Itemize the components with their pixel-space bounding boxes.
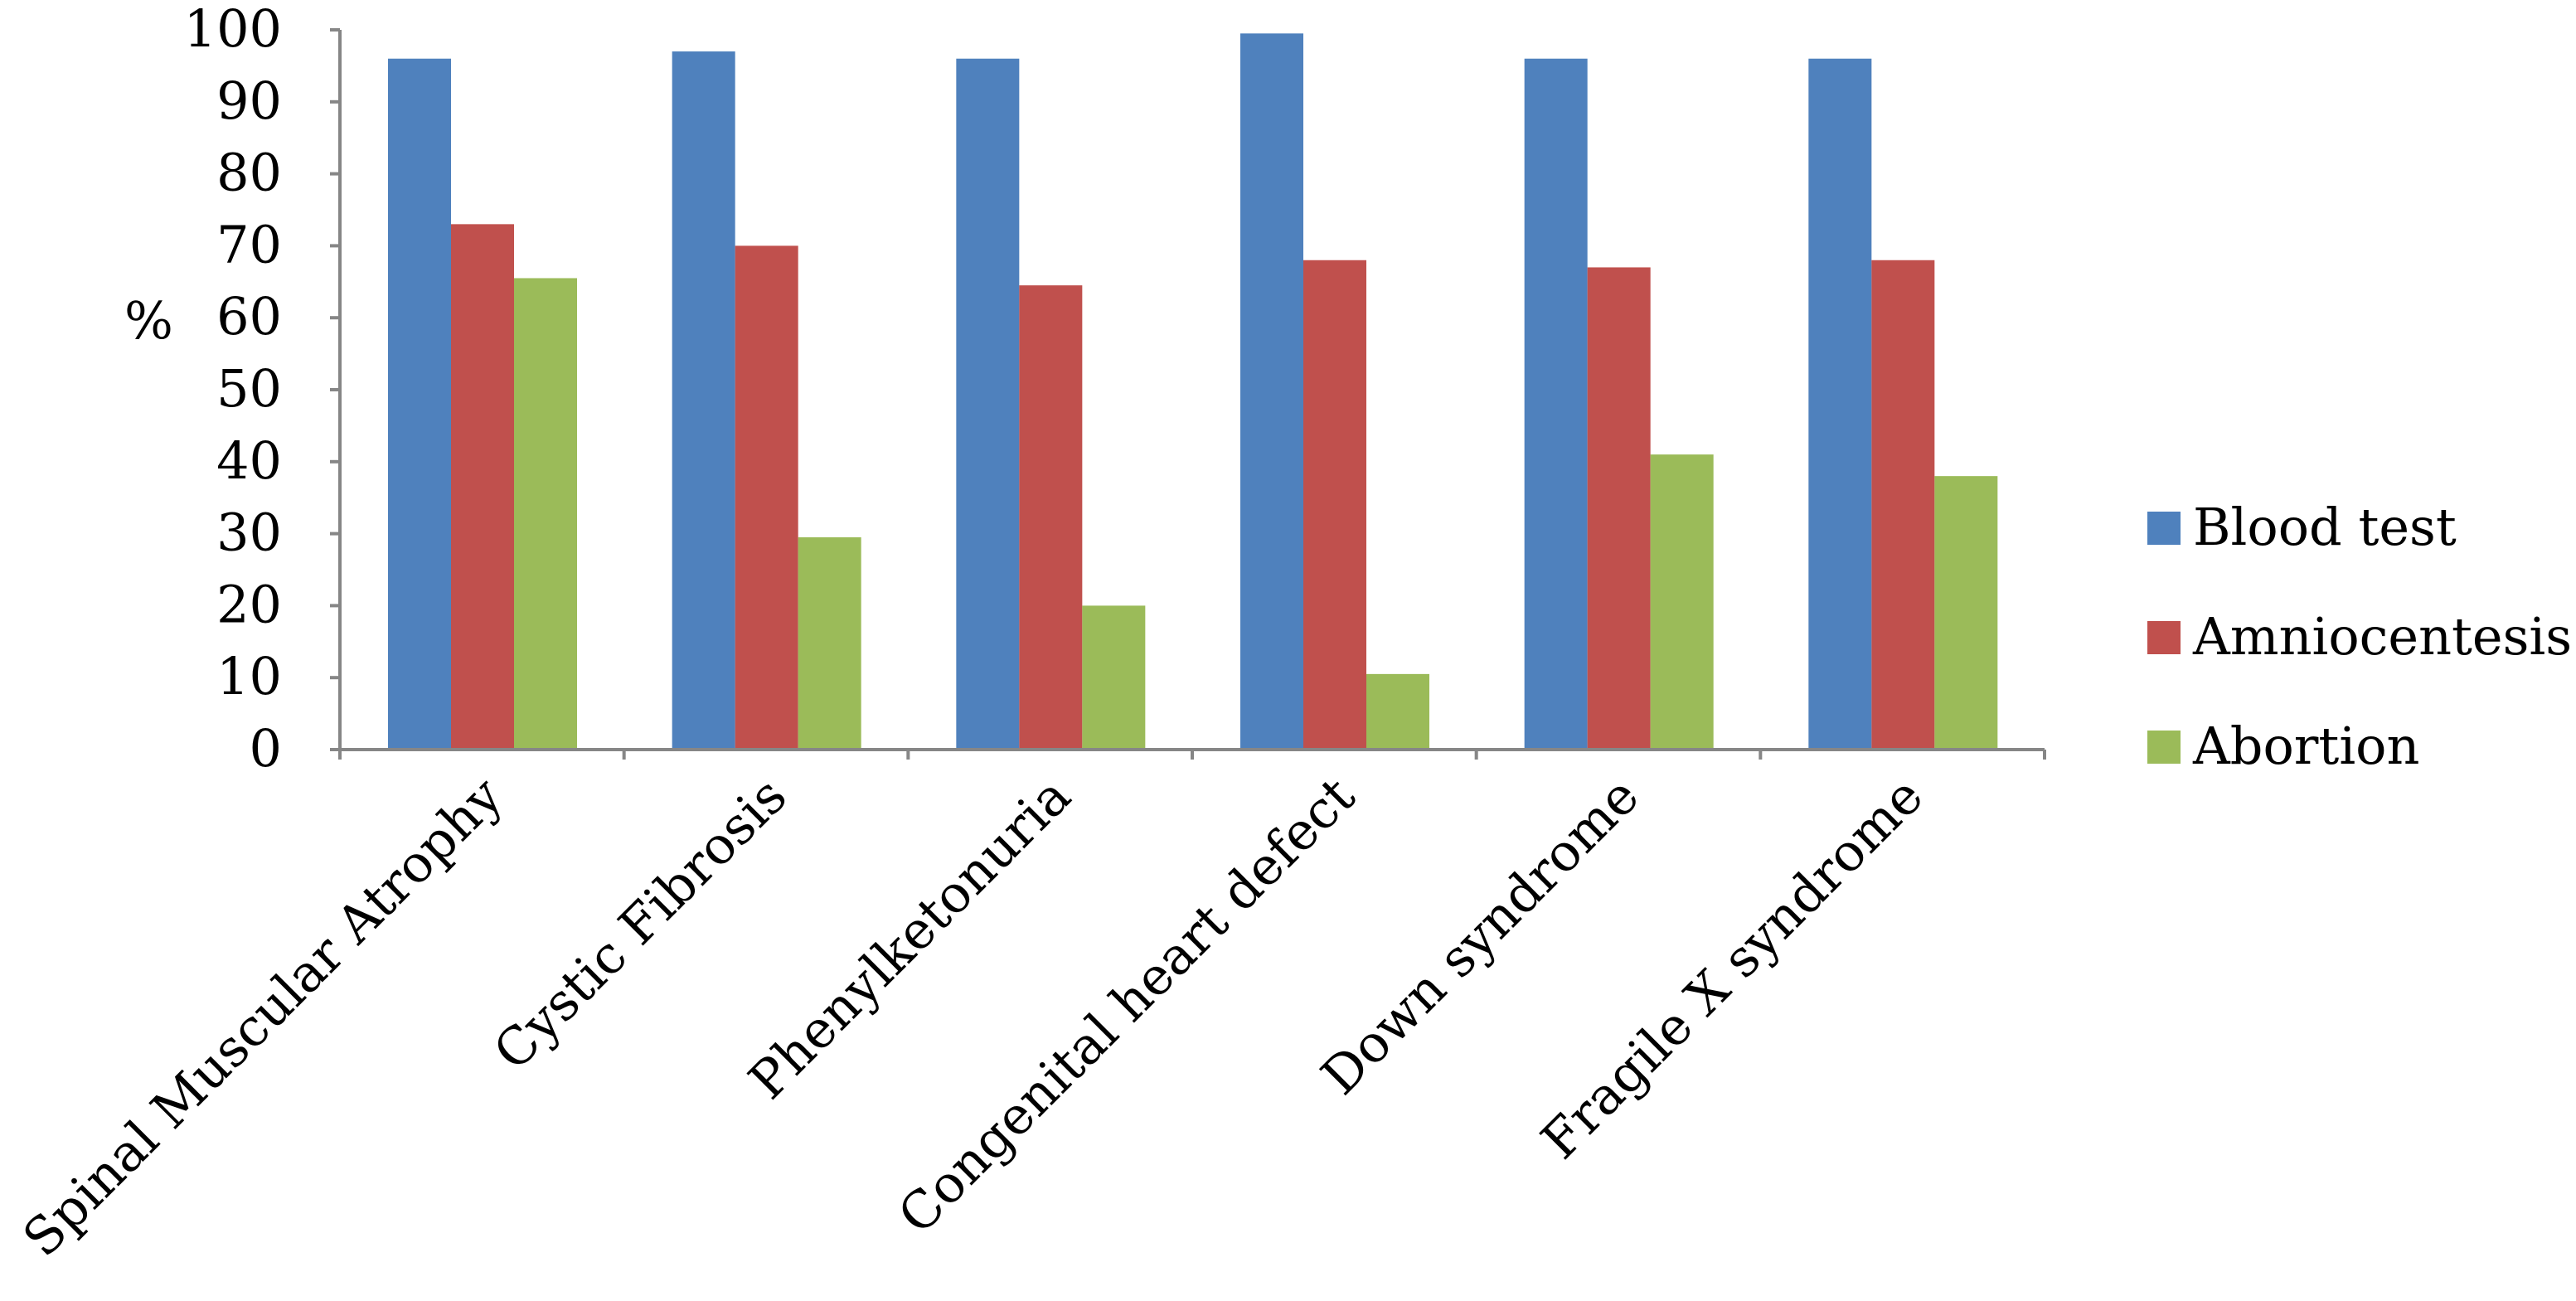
y-tick-label: 100 bbox=[184, 0, 282, 59]
y-tick-label: 90 bbox=[216, 70, 282, 131]
x-tick-marks bbox=[338, 750, 2046, 760]
category-label: Spinal Muscular Atrophy bbox=[11, 765, 513, 1268]
legend: Blood test Amniocentesis Abortion bbox=[2147, 497, 2572, 776]
bar-abortion bbox=[1650, 454, 1714, 750]
bar-blood-test bbox=[672, 51, 735, 750]
bar-amniocentesis bbox=[1871, 260, 1935, 750]
bar-blood-test bbox=[956, 58, 1020, 750]
bar-blood-test bbox=[1524, 58, 1588, 750]
y-tick-label: 80 bbox=[216, 143, 282, 203]
bar-blood-test bbox=[1240, 33, 1303, 750]
bar-amniocentesis bbox=[1587, 267, 1651, 750]
legend-label: Blood test bbox=[2193, 497, 2457, 557]
y-axis-label: % bbox=[124, 290, 173, 351]
bar-amniocentesis bbox=[1303, 260, 1366, 750]
y-tick-label: 20 bbox=[216, 574, 282, 634]
legend-swatch bbox=[2147, 731, 2181, 764]
bar-abortion bbox=[798, 536, 861, 750]
bar-abortion bbox=[1934, 476, 1998, 750]
bar-blood-test bbox=[388, 58, 451, 750]
bar-amniocentesis bbox=[451, 224, 514, 750]
y-tick-label: 60 bbox=[216, 286, 282, 347]
category-label: Down syndrome bbox=[1309, 765, 1650, 1106]
category-label: Cystic Fibrosis bbox=[482, 765, 798, 1081]
y-tick-label: 50 bbox=[216, 358, 282, 419]
legend-label: Amniocentesis bbox=[2192, 606, 2572, 667]
bar-amniocentesis bbox=[1019, 285, 1083, 750]
legend-swatch bbox=[2147, 621, 2181, 654]
bar-abortion bbox=[514, 278, 577, 750]
category-label: Congenital heart defect bbox=[886, 765, 1366, 1245]
y-tick-label: 40 bbox=[216, 430, 282, 491]
bars-group bbox=[388, 33, 1998, 750]
y-tick-label: 30 bbox=[216, 502, 282, 563]
y-tick-label: 0 bbox=[250, 718, 282, 779]
bar-abortion bbox=[1082, 605, 1146, 750]
legend-swatch bbox=[2147, 512, 2181, 545]
bar-amniocentesis bbox=[735, 245, 798, 750]
y-tick-label: 10 bbox=[216, 646, 282, 706]
bar-blood-test bbox=[1808, 58, 1872, 750]
bar-abortion bbox=[1366, 673, 1429, 750]
legend-label: Abortion bbox=[2192, 716, 2419, 776]
y-tick-label: 70 bbox=[216, 214, 282, 274]
y-tick-labels: 0 10 20 30 40 50 60 70 80 90 100 bbox=[184, 0, 340, 779]
